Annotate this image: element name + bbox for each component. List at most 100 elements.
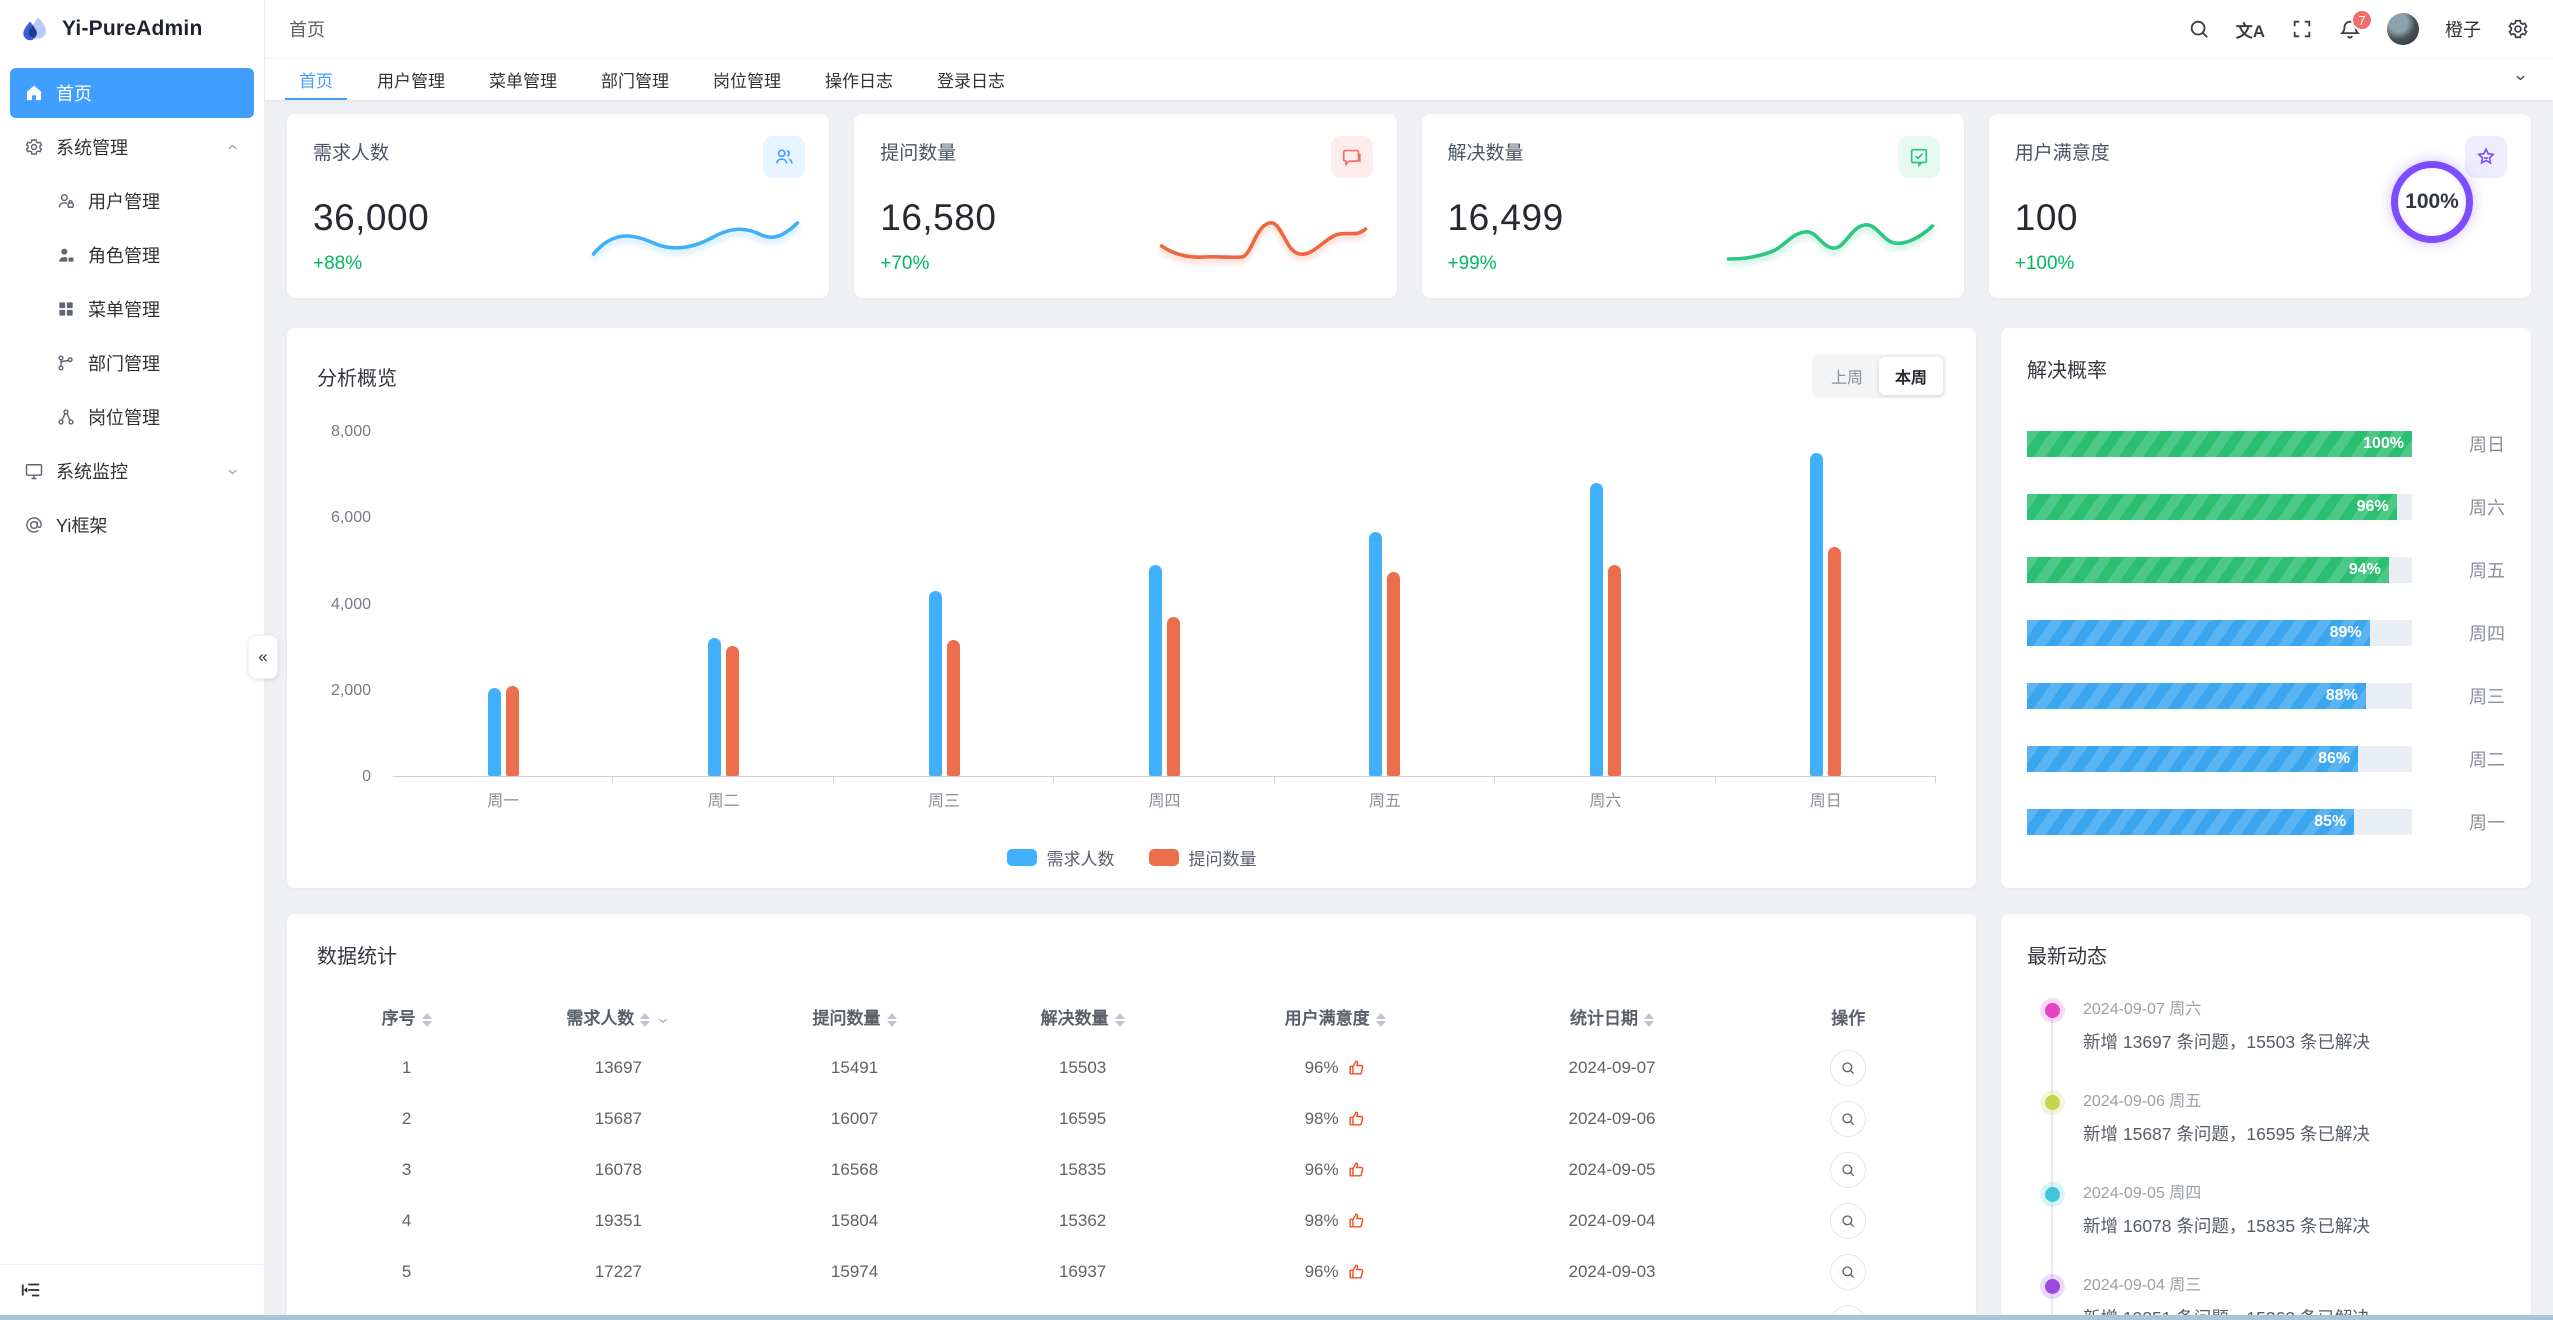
sort-carets[interactable] <box>1375 1012 1386 1027</box>
column-header-统计日期[interactable]: 统计日期 <box>1474 991 1751 1042</box>
legend-提问数量[interactable]: 提问数量 <box>1148 845 1257 870</box>
latest-activity-card: 最新动态 2024-09-07 周六 新增 13697 条问题，15503 条已解… <box>2001 914 2531 1320</box>
row-view-button[interactable] <box>1830 1100 1867 1137</box>
cell: 15804 <box>830 1210 879 1230</box>
toggle-上周[interactable]: 上周 <box>1815 357 1879 395</box>
stat-card-解决数量: 解决数量 16,499 +99% <box>1421 114 1964 298</box>
search-icon[interactable] <box>2188 18 2210 40</box>
cell: 96% <box>1197 1246 1474 1297</box>
timeline-item: 2024-09-05 周四 新增 16078 条问题，15835 条已解决 <box>2045 1179 2505 1238</box>
cell: 16568 <box>830 1159 879 1179</box>
fullscreen-icon[interactable] <box>2291 18 2313 40</box>
cell: 15362 <box>1058 1210 1107 1230</box>
logo[interactable]: Yi-PureAdmin <box>0 0 264 58</box>
toggle-本周[interactable]: 本周 <box>1878 357 1943 395</box>
notifications-bell-icon[interactable]: 7 <box>2339 9 2373 40</box>
sidebar-item-label: 首页 <box>56 84 92 104</box>
timeline-title: 最新动态 <box>2027 946 2107 968</box>
satisfaction-cell: 96% <box>1305 1262 1366 1282</box>
cell: 16595 <box>1058 1108 1107 1128</box>
column-header-序号[interactable]: 序号 <box>317 991 496 1042</box>
bar-group-周五 <box>1275 432 1495 776</box>
nodes-icon <box>56 407 76 427</box>
column-header-用户满意度[interactable]: 用户满意度 <box>1197 991 1474 1042</box>
stat-card-需求人数: 需求人数 36,000 +88% <box>287 114 830 298</box>
sidebar-item-用户管理[interactable]: 用户管理 <box>10 176 254 226</box>
filter-chevron-icon[interactable] <box>656 1013 670 1027</box>
settings-gear-icon[interactable] <box>2507 18 2529 40</box>
sidebar-item-系统监控[interactable]: 系统监控 <box>10 446 254 496</box>
tab-部门管理[interactable]: 部门管理 <box>601 72 669 91</box>
row-view-button[interactable] <box>1830 1049 1867 1086</box>
legend-label: 提问数量 <box>1188 850 1257 869</box>
progress-title: 解决概率 <box>2027 360 2107 382</box>
timeline-dot <box>2045 1003 2060 1018</box>
row-view-button[interactable] <box>1830 1253 1867 1290</box>
column-header-解决数量[interactable]: 解决数量 <box>969 991 1197 1042</box>
username[interactable]: 橙子 <box>2445 20 2481 40</box>
progress-track: 94% <box>2027 557 2412 583</box>
sidebar-item-部门管理[interactable]: 部门管理 <box>10 338 254 388</box>
sort-carets[interactable] <box>886 1012 897 1027</box>
plot-area <box>393 432 1936 777</box>
tab-首页[interactable]: 首页 <box>277 59 355 100</box>
bar-需求人数 <box>928 590 942 776</box>
row-view-button[interactable] <box>1830 1202 1867 1239</box>
timeline-date: 2024-09-07 周六 <box>2083 1001 2202 1018</box>
progress-row-周五: 94% 周五 <box>2027 557 2505 583</box>
tab-登录日志[interactable]: 登录日志 <box>937 72 1005 91</box>
row-view-button[interactable] <box>1830 1151 1867 1188</box>
sidebar-item-label: Yi框架 <box>56 516 108 536</box>
progress-fill: 88% <box>2027 683 2366 709</box>
stat-card-用户满意度: 用户满意度 100 +100% 100% <box>1988 114 2531 298</box>
column-header-提问数量[interactable]: 提问数量 <box>741 991 969 1042</box>
legend-需求人数[interactable]: 需求人数 <box>1006 845 1115 870</box>
chevron-up-icon <box>225 140 240 155</box>
tab-用户管理[interactable]: 用户管理 <box>377 72 445 91</box>
bar-提问数量 <box>1166 617 1180 776</box>
cell: 2024-09-07 <box>1568 1057 1656 1077</box>
bar-group-周一 <box>393 432 613 776</box>
x-axis-label: 周一 <box>393 777 614 811</box>
sidebar-item-系统管理[interactable]: 系统管理 <box>10 122 254 172</box>
bar-需求人数 <box>708 638 722 776</box>
x-axis-labels: 周一 周二 周三 周四 周五 周六 周日 <box>393 777 1937 811</box>
sort-carets[interactable] <box>640 1012 651 1027</box>
sidebar-item-Yi框架[interactable]: Yi框架 <box>10 500 254 550</box>
sort-carets[interactable] <box>421 1012 432 1027</box>
tabs-dropdown-icon[interactable] <box>2513 70 2533 90</box>
y-tick-label: 6,000 <box>330 509 371 527</box>
satisfaction-value: 96% <box>1304 1159 1339 1179</box>
cell: 2024-09-03 <box>1568 1261 1656 1281</box>
gear-icon <box>24 137 44 157</box>
sidebar-item-岗位管理[interactable]: 岗位管理 <box>10 392 254 442</box>
tab-操作日志[interactable]: 操作日志 <box>825 72 893 91</box>
y-tick-label: 4,000 <box>330 595 371 613</box>
progress-fill: 96% <box>2027 494 2397 520</box>
avatar[interactable] <box>2387 13 2419 45</box>
cell <box>1750 1195 1946 1246</box>
notification-badge: 7 <box>2351 9 2373 31</box>
column-header-需求人数[interactable]: 需求人数 <box>496 991 740 1042</box>
sidebar-item-角色管理[interactable]: 角色管理 <box>10 230 254 280</box>
sidebar-collapse-button[interactable]: « <box>248 635 278 679</box>
sort-carets[interactable] <box>1114 1012 1125 1027</box>
progress-row-周日: 100% 周日 <box>2027 431 2505 457</box>
sort-carets[interactable] <box>1644 1012 1654 1027</box>
menu-fold-icon[interactable] <box>20 1279 42 1301</box>
sidebar-item-菜单管理[interactable]: 菜单管理 <box>10 284 254 334</box>
progress-day-label: 周六 <box>2469 498 2505 518</box>
stat-card-value: 36,000 <box>313 197 430 238</box>
progress-day-label: 周日 <box>2469 435 2505 455</box>
translate-icon[interactable]: 文A <box>2235 21 2265 41</box>
branch-icon <box>56 353 76 373</box>
cell: 15503 <box>1058 1057 1107 1077</box>
tab-菜单管理[interactable]: 菜单管理 <box>489 72 557 91</box>
grid-icon <box>56 299 76 319</box>
cell <box>1750 1246 1946 1297</box>
table-title: 数据统计 <box>317 946 397 968</box>
table-row: 4 19351 15804 15362 98% 2024-09-04 <box>317 1195 1946 1246</box>
sidebar-item-label: 部门管理 <box>88 354 160 374</box>
sidebar-item-首页[interactable]: 首页 <box>10 68 254 118</box>
tab-岗位管理[interactable]: 岗位管理 <box>713 72 781 91</box>
